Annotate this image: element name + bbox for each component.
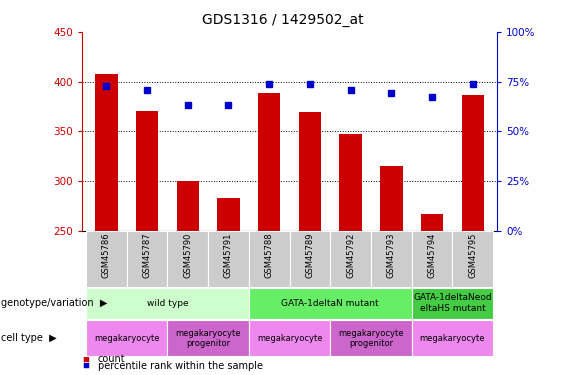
Text: GSM45788: GSM45788 bbox=[265, 232, 273, 278]
Bar bbox=[412, 231, 453, 287]
Bar bbox=[208, 231, 249, 287]
Text: megakaryocyte: megakaryocyte bbox=[420, 334, 485, 343]
Text: megakaryocyte
progenitor: megakaryocyte progenitor bbox=[175, 328, 241, 348]
Bar bbox=[95, 74, 118, 375]
Bar bbox=[412, 320, 493, 356]
Bar bbox=[249, 320, 331, 356]
Bar bbox=[218, 198, 240, 375]
Bar bbox=[258, 93, 280, 375]
Text: wild type: wild type bbox=[146, 298, 188, 307]
Text: GDS1316 / 1429502_at: GDS1316 / 1429502_at bbox=[202, 13, 363, 27]
Bar bbox=[289, 231, 331, 287]
Text: ◼: ◼ bbox=[82, 354, 89, 363]
Bar bbox=[331, 231, 371, 287]
Bar bbox=[86, 231, 127, 287]
Text: count: count bbox=[98, 354, 125, 364]
Bar bbox=[380, 166, 402, 375]
Bar bbox=[249, 231, 289, 287]
Bar bbox=[331, 320, 412, 356]
Text: megakaryocyte: megakaryocyte bbox=[94, 334, 159, 343]
Bar bbox=[167, 320, 249, 356]
Text: GSM45789: GSM45789 bbox=[306, 232, 314, 278]
Bar bbox=[249, 288, 412, 319]
Bar bbox=[371, 231, 412, 287]
Text: GSM45794: GSM45794 bbox=[428, 232, 437, 278]
Bar bbox=[86, 320, 167, 356]
Bar bbox=[167, 231, 208, 287]
Text: ◼: ◼ bbox=[82, 361, 89, 370]
Bar bbox=[462, 96, 484, 375]
Text: megakaryocyte
progenitor: megakaryocyte progenitor bbox=[338, 328, 404, 348]
Text: GSM45791: GSM45791 bbox=[224, 232, 233, 278]
Bar bbox=[453, 231, 493, 287]
Bar bbox=[340, 134, 362, 375]
Text: GSM45790: GSM45790 bbox=[183, 232, 192, 278]
Text: GSM45792: GSM45792 bbox=[346, 232, 355, 278]
Bar bbox=[136, 111, 158, 375]
Bar bbox=[177, 181, 199, 375]
Text: GSM45787: GSM45787 bbox=[142, 232, 151, 278]
Bar bbox=[412, 288, 493, 319]
Text: GATA-1deltaN mutant: GATA-1deltaN mutant bbox=[281, 298, 379, 307]
Text: GATA-1deltaNeod
eltaHS mutant: GATA-1deltaNeod eltaHS mutant bbox=[413, 294, 492, 313]
Bar bbox=[86, 288, 249, 319]
Bar bbox=[127, 231, 167, 287]
Text: GSM45793: GSM45793 bbox=[387, 232, 396, 278]
Text: megakaryocyte: megakaryocyte bbox=[257, 334, 322, 343]
Text: cell type  ▶: cell type ▶ bbox=[1, 333, 56, 343]
Text: genotype/variation  ▶: genotype/variation ▶ bbox=[1, 298, 107, 308]
Bar bbox=[421, 214, 444, 375]
Text: percentile rank within the sample: percentile rank within the sample bbox=[98, 361, 263, 370]
Text: GSM45795: GSM45795 bbox=[468, 232, 477, 278]
Bar bbox=[299, 112, 321, 375]
Text: GSM45786: GSM45786 bbox=[102, 232, 111, 278]
